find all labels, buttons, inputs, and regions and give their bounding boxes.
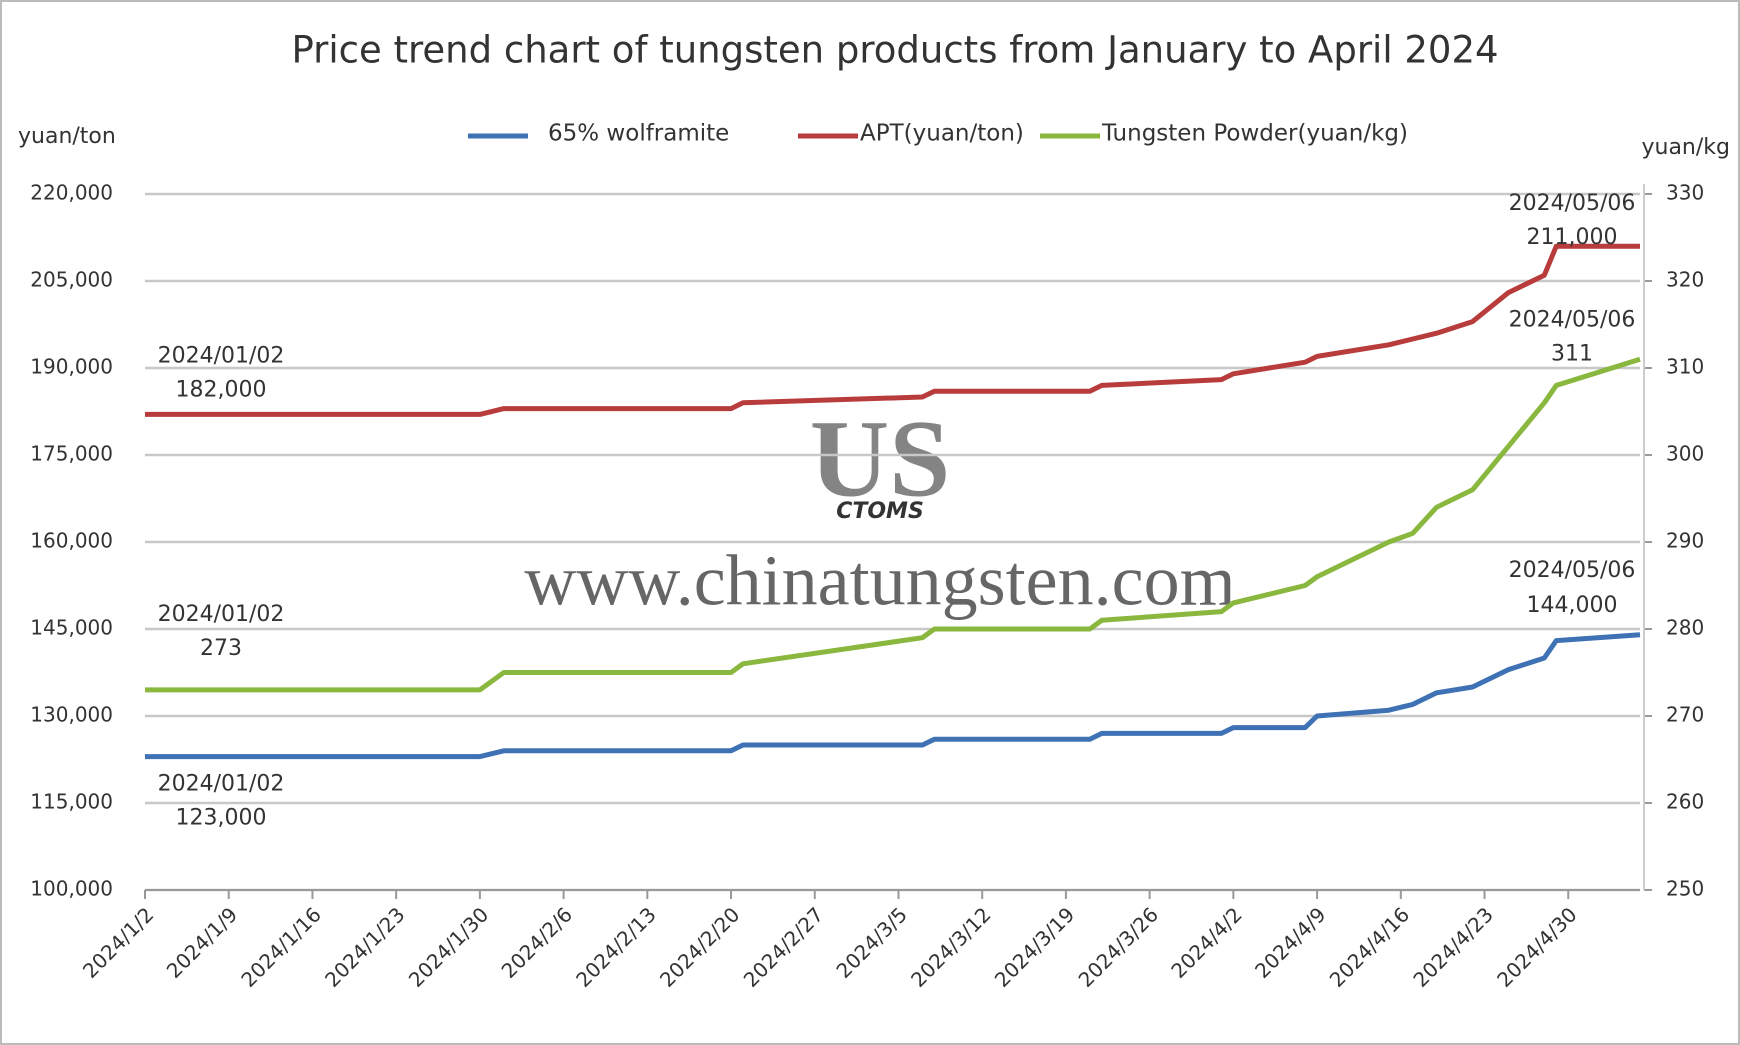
y2-tick-label: 290 xyxy=(1666,529,1704,553)
logo: US xyxy=(810,397,951,519)
y-tick-label: 100,000 xyxy=(30,877,113,901)
annotation-date: 2024/01/02 xyxy=(158,343,285,368)
logo-text: CTOMS xyxy=(836,499,924,524)
line-series xyxy=(145,243,1640,417)
y2-tick-label: 260 xyxy=(1666,790,1704,814)
y-tick-label: 205,000 xyxy=(30,268,113,292)
y-tick-label: 115,000 xyxy=(30,790,113,814)
legend-label: Tungsten Powder(yuan/kg) xyxy=(1101,121,1408,147)
annotation-value: 123,000 xyxy=(176,806,267,831)
y2-tick-label: 270 xyxy=(1666,703,1704,727)
y2-axis-label: yuan/kg xyxy=(1641,135,1730,160)
line-series xyxy=(145,356,1641,693)
y2-tick-label: 280 xyxy=(1666,616,1704,640)
annotation-date: 2024/01/02 xyxy=(158,772,285,797)
y-tick-label: 160,000 xyxy=(30,529,113,553)
annotation-value: 211,000 xyxy=(1527,225,1618,250)
y-tick-label: 130,000 xyxy=(30,703,113,727)
annotation-value: 182,000 xyxy=(176,377,267,402)
line-series xyxy=(145,632,1641,760)
annotation-value: 144,000 xyxy=(1527,593,1618,618)
y2-tick-label: 310 xyxy=(1666,355,1704,379)
y-tick-label: 145,000 xyxy=(30,616,113,640)
y-tick-label: 190,000 xyxy=(30,355,113,379)
legend-label: APT(yuan/ton) xyxy=(860,121,1024,147)
annotation-value: 273 xyxy=(200,636,242,661)
y2-tick-label: 250 xyxy=(1666,877,1704,901)
annotation-date: 2024/05/06 xyxy=(1509,558,1636,583)
annotation-date: 2024/01/02 xyxy=(158,602,285,627)
chart-title: Price trend chart of tungsten products f… xyxy=(291,29,1498,72)
y-tick-label: 175,000 xyxy=(30,442,113,466)
y-axis-label: yuan/ton xyxy=(18,124,116,149)
annotation-value: 311 xyxy=(1551,341,1593,366)
y2-tick-label: 320 xyxy=(1666,268,1704,292)
annotation-date: 2024/05/06 xyxy=(1509,307,1636,332)
annotation-date: 2024/05/06 xyxy=(1509,191,1636,216)
legend-label: 65% wolframite xyxy=(548,121,729,147)
watermark: www.chinatungsten.com xyxy=(524,541,1235,621)
y2-tick-label: 330 xyxy=(1666,181,1704,205)
y2-tick-label: 300 xyxy=(1666,442,1704,466)
y-tick-label: 220,000 xyxy=(30,181,113,205)
